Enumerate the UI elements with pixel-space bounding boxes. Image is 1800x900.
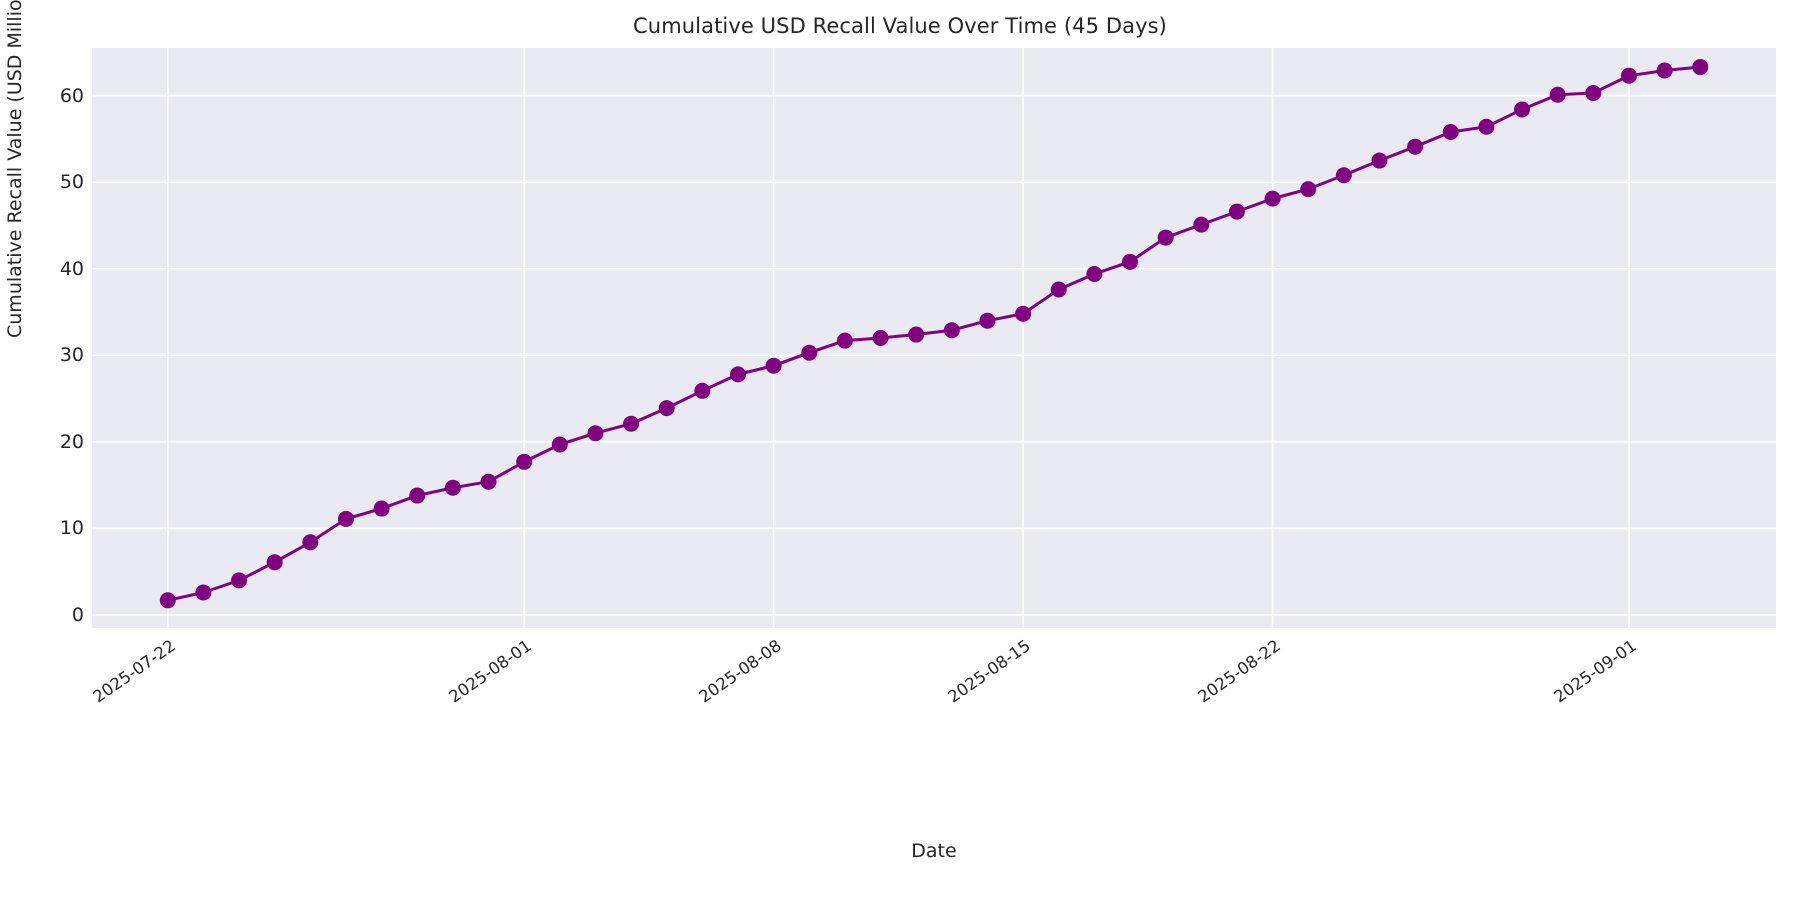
data-point-marker bbox=[908, 326, 925, 343]
y-tick-label: 30 bbox=[59, 344, 84, 367]
data-point-marker bbox=[302, 534, 319, 551]
data-point-marker bbox=[587, 425, 604, 442]
plot-area bbox=[92, 48, 1776, 628]
x-tick-label: 2025-09-01 bbox=[1550, 636, 1640, 707]
data-point-marker bbox=[1585, 85, 1602, 102]
data-point-marker bbox=[551, 436, 568, 453]
data-point-marker bbox=[1656, 62, 1673, 79]
data-point-marker bbox=[1264, 190, 1281, 207]
chart-title: Cumulative USD Recall Value Over Time (4… bbox=[633, 14, 1167, 38]
data-point-marker bbox=[337, 510, 354, 527]
data-point-marker bbox=[231, 572, 248, 589]
data-point-marker bbox=[373, 500, 390, 517]
data-point-marker bbox=[480, 473, 497, 490]
data-point-marker bbox=[979, 312, 996, 329]
data-point-marker bbox=[1620, 67, 1637, 84]
x-tick-label: 2025-07-22 bbox=[89, 636, 179, 707]
gridlines bbox=[92, 48, 1776, 628]
data-point-marker bbox=[1050, 281, 1067, 298]
data-point-marker bbox=[1442, 123, 1459, 140]
data-point-marker bbox=[658, 400, 675, 417]
y-tick-label: 10 bbox=[59, 517, 84, 540]
x-axis-label: Date bbox=[911, 840, 957, 862]
y-tick-label: 60 bbox=[59, 84, 84, 107]
y-tick-label: 50 bbox=[59, 171, 84, 194]
data-point-marker bbox=[836, 332, 853, 349]
data-point-marker bbox=[195, 584, 212, 601]
data-point-marker bbox=[623, 415, 640, 432]
y-tick-label: 40 bbox=[59, 257, 84, 280]
data-series-cumulative-recall-value bbox=[159, 59, 1709, 609]
data-point-marker bbox=[1371, 152, 1388, 169]
data-point-marker bbox=[872, 330, 889, 346]
data-point-marker bbox=[729, 366, 746, 383]
data-point-marker bbox=[943, 322, 960, 339]
series-line bbox=[166, 65, 1702, 602]
x-tick-label: 2025-08-22 bbox=[1193, 636, 1284, 707]
data-point-marker bbox=[409, 487, 426, 504]
x-tick-label: 2025-08-08 bbox=[695, 636, 785, 707]
data-point-marker bbox=[444, 479, 461, 496]
x-tick-label: 2025-09-08 bbox=[1715, 636, 1800, 766]
data-point-marker bbox=[159, 592, 176, 609]
data-point-marker bbox=[266, 554, 283, 571]
data-point-marker bbox=[765, 357, 782, 374]
data-point-marker bbox=[1549, 86, 1566, 103]
data-point-marker bbox=[1692, 59, 1709, 76]
data-point-marker bbox=[1157, 229, 1174, 246]
data-point-marker bbox=[694, 382, 711, 399]
x-tick-label: 2025-08-01 bbox=[445, 636, 536, 707]
data-point-marker bbox=[1228, 203, 1245, 220]
data-point-marker bbox=[1122, 253, 1139, 270]
data-point-marker bbox=[1300, 181, 1317, 198]
y-tick-label: 0 bbox=[71, 604, 84, 626]
data-point-marker bbox=[516, 453, 533, 470]
data-point-marker bbox=[1514, 101, 1531, 118]
y-axis-label: Cumulative Recall Value (USD Millions) bbox=[4, 0, 26, 338]
x-tick-label: 2025-08-15 bbox=[944, 636, 1034, 707]
data-point-marker bbox=[1193, 216, 1210, 233]
data-point-marker bbox=[1478, 118, 1495, 135]
data-point-marker bbox=[1407, 138, 1424, 155]
data-point-marker bbox=[1335, 167, 1352, 184]
data-point-marker bbox=[1015, 305, 1032, 322]
data-point-marker bbox=[1086, 265, 1103, 282]
data-point-marker bbox=[801, 344, 818, 361]
y-tick-label: 20 bbox=[59, 430, 84, 453]
